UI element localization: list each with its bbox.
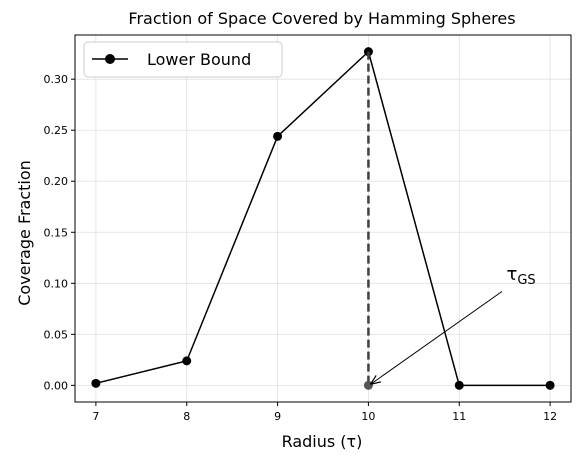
legend-marker-sample: [105, 54, 115, 64]
y-tick-label: 0.10: [44, 277, 69, 290]
y-tick-label: 0.25: [44, 124, 69, 137]
annotation-subscript: GS: [517, 273, 535, 288]
annotation-symbol: τ: [507, 264, 518, 285]
x-tick-label: 12: [543, 410, 557, 423]
data-point: [454, 380, 464, 390]
data-point: [545, 380, 555, 390]
y-axis-label: Coverage Fraction: [15, 160, 34, 306]
y-tick-label: 0.30: [44, 73, 69, 86]
data-point: [91, 378, 101, 388]
y-tick-label: 0.15: [44, 226, 69, 239]
x-tick-label: 10: [361, 410, 375, 423]
x-tick-label: 7: [92, 410, 99, 423]
y-tick-label: 0.00: [44, 379, 69, 392]
series: [91, 47, 555, 390]
legend: Lower Bound: [83, 41, 283, 78]
axis-ticks: 7 8 9 10 11 12 0.00 0.05 0.10 0.15 0.20 0.25 0.30: [44, 73, 558, 423]
plot-frame: [74, 34, 572, 403]
annotation-label: τGS: [507, 264, 536, 288]
legend-label: Lower Bound: [147, 50, 251, 69]
y-tick-label: 0.05: [44, 328, 69, 341]
data-point: [182, 356, 192, 366]
annotation: τGS: [363, 51, 536, 390]
x-tick-label: 9: [274, 410, 281, 423]
data-point: [273, 131, 283, 141]
x-tick-label: 11: [452, 410, 466, 423]
chart-title: Fraction of Space Covered by Hamming Sph…: [128, 9, 515, 28]
annotation-arrow: [370, 291, 503, 384]
x-tick-label: 8: [183, 410, 190, 423]
series-line: [95, 50, 551, 387]
y-tick-label: 0.20: [44, 175, 69, 188]
x-axis-label: Radius (τ): [282, 432, 363, 451]
grid: [75, 35, 571, 402]
legend-box: [83, 41, 283, 78]
reference-point: [363, 380, 373, 390]
